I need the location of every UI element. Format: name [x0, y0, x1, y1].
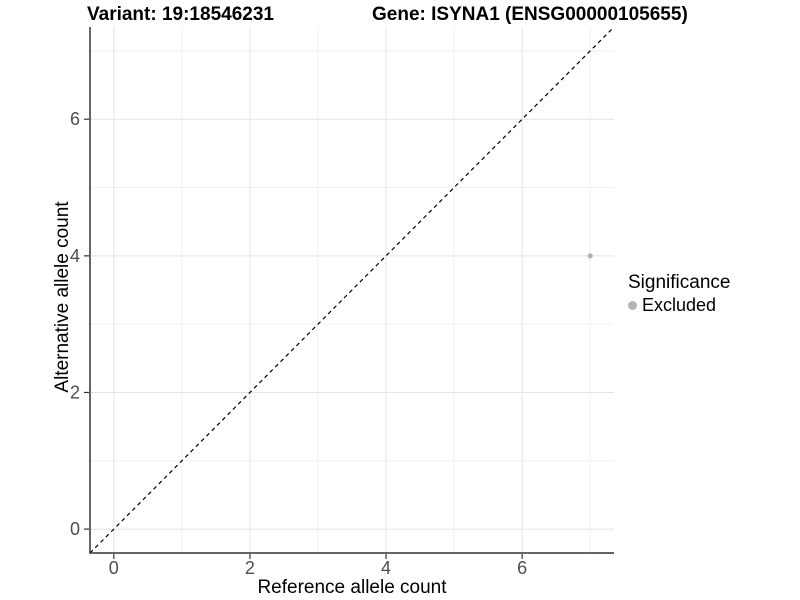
- gene-title: Gene: ISYNA1 (ENSG00000105655): [372, 4, 688, 25]
- x-axis-label: Reference allele count: [257, 577, 447, 598]
- identity-line: [89, 26, 615, 554]
- x-tick-label: 0: [109, 558, 119, 578]
- data-point: [587, 253, 593, 259]
- y-axis-label: Alternative allele count: [52, 201, 73, 393]
- x-tick-label: 2: [245, 558, 255, 578]
- point-marker-icon: [628, 300, 637, 310]
- y-tick-label: 6: [70, 109, 80, 129]
- y-tick-label: 2: [70, 382, 80, 402]
- y-tick-label: 0: [70, 519, 80, 539]
- legend-title: Significance: [628, 272, 731, 293]
- variant-title: Variant: 19:18546231: [87, 4, 274, 25]
- legend-item-label: Excluded: [642, 295, 717, 315]
- legend-item-excluded: Excluded: [628, 295, 730, 315]
- y-tick-label: 4: [70, 246, 80, 266]
- x-tick-label: 6: [517, 558, 527, 578]
- legend: Significance Excluded: [628, 271, 730, 315]
- x-tick-label: 4: [381, 558, 391, 578]
